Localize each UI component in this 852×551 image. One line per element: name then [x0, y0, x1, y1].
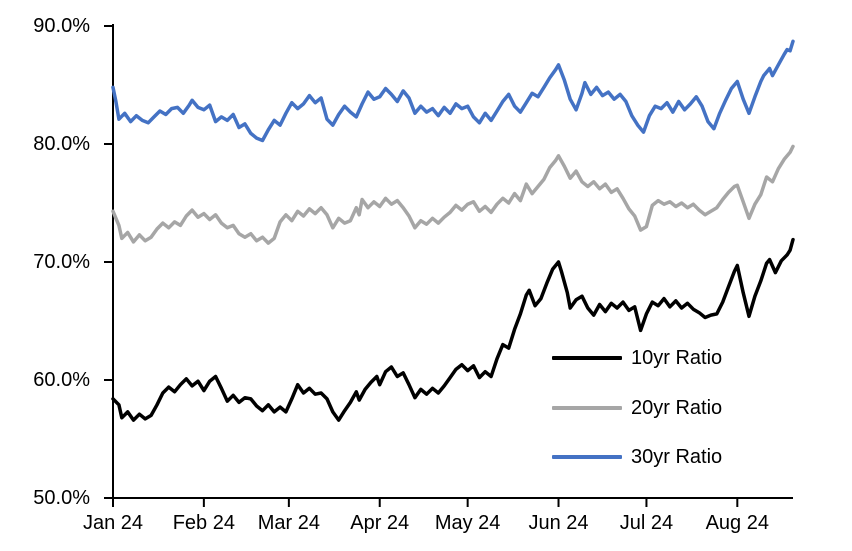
- legend-entry-30yr: 30yr Ratio: [552, 441, 722, 473]
- x-tick-label: Apr 24: [350, 512, 410, 534]
- x-tick-label: May 24: [434, 512, 501, 534]
- legend-line-swatch-30yr: [552, 455, 622, 459]
- y-tick-label: 80.0%: [33, 133, 90, 155]
- x-tick-label: Jun 24: [528, 512, 589, 534]
- x-tick-label: Aug 24: [705, 512, 769, 534]
- legend-label-20yr: 20yr Ratio: [631, 396, 723, 419]
- x-tick-label: Mar 24: [257, 512, 320, 534]
- x-tick-label: Jul 24: [619, 512, 674, 534]
- legend-line-swatch-10yr: [552, 356, 622, 360]
- legend-entry-10yr: 10yr Ratio: [552, 342, 722, 374]
- series-line-20yr: [111, 144, 795, 245]
- y-tick-label: 50.0%: [33, 487, 90, 509]
- y-tick-label: 60.0%: [33, 369, 90, 391]
- series-line-30yr: [111, 39, 795, 143]
- legend-entry-20yr: 20yr Ratio: [552, 392, 722, 424]
- x-tick-label: Feb 24: [172, 512, 235, 534]
- y-tick-label: 70.0%: [33, 251, 90, 273]
- series-line-10yr: [111, 237, 795, 422]
- y-tick-label: 90.0%: [33, 15, 90, 37]
- legend-label-10yr: 10yr Ratio: [631, 346, 723, 369]
- legend-line-swatch-20yr: [552, 406, 622, 410]
- legend-label-30yr: 30yr Ratio: [631, 445, 723, 468]
- x-tick-label: Jan 24: [82, 512, 144, 534]
